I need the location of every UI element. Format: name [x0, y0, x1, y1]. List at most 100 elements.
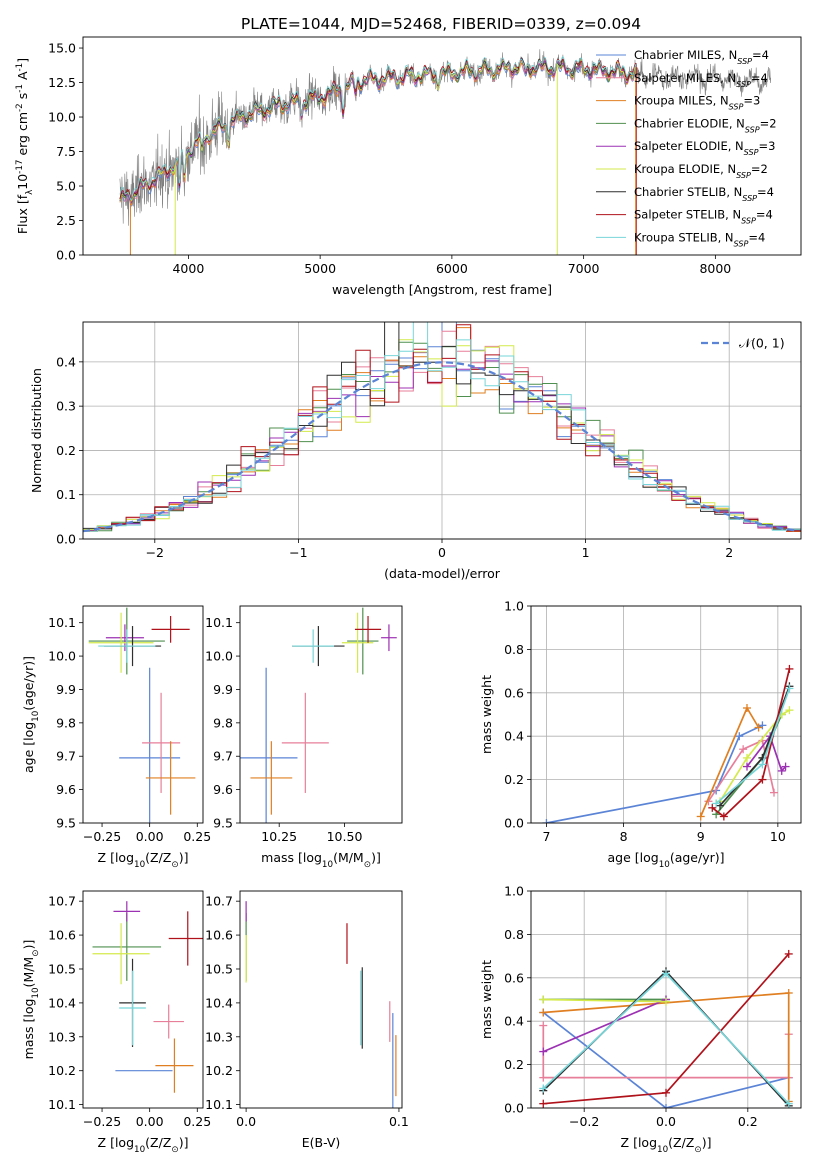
panel-residuals: −2 −1 0 1 2 0.0 0.1 0.2 0.3 0.4 (data-model)/error… — [29, 321, 802, 581]
legend-label-salpeter_miles: Salpeter MILES, NSSP=4 — [634, 71, 768, 89]
errorbar-kroupa_stelib — [292, 629, 335, 663]
y-tick-label: 10.0 — [48, 110, 76, 125]
x-axis-label: Z [log10(Z/Z⊙)] — [98, 850, 189, 870]
x-tick-label: 7 — [542, 829, 550, 844]
y-tick-label: 10.0 — [205, 649, 233, 664]
x-tick-label: 1 — [582, 545, 590, 560]
x-tick-label: −1 — [289, 545, 307, 560]
y-axis-label: Normed distribution — [29, 368, 44, 493]
x-axis-label: E(B-V) — [302, 1135, 341, 1150]
x-tick-label: 10 — [770, 829, 786, 844]
x-tick-label: 0.0 — [236, 1114, 256, 1129]
plot-area — [245, 901, 397, 1108]
x-tick-label: 0 — [438, 545, 446, 560]
axes: 0.0 0.1 10.1 10.2 10.3 10.4 10.5 10.6 10.7 E(B-V) — [205, 890, 409, 1150]
y-tick-label: 9.8 — [213, 715, 233, 730]
y-tick-label: 10.1 — [205, 615, 233, 630]
panel-age_vs_mass: 10.25 10.50 9.5 9.6 9.7 9.8 9.9 10.0 10.1 mass [l… — [205, 605, 403, 870]
y-tick-label: 10.6 — [48, 928, 76, 943]
legend-label-kroupa_elodie: Kroupa ELODIE, NSSP=2 — [634, 162, 768, 180]
x-axis-label: wavelength [Angstrom, rest frame] — [332, 282, 552, 297]
y-tick-label: 0.0 — [504, 1101, 524, 1116]
x-axis-label: Z [log10(Z/Z⊙)] — [98, 1135, 189, 1155]
axes-frame — [82, 36, 802, 256]
histogram-kroupa_stelib — [83, 322, 801, 532]
weight-marker-salpeter_stelib — [758, 775, 767, 784]
weight-marker-salpeter_miles — [539, 1021, 548, 1030]
y-tick-label: 10.1 — [48, 615, 76, 630]
y-tick-label: 10.7 — [205, 894, 233, 909]
y-axis-label: mass [log10(M/M⊙)] — [21, 940, 41, 1060]
x-tick-label: −0.25 — [83, 829, 121, 844]
normal-curve — [83, 361, 799, 533]
x-tick-label: 10.25 — [261, 829, 297, 844]
weight-marker-kroupa_elodie — [743, 753, 751, 762]
weight-marker-salpeter_stelib — [539, 1099, 548, 1108]
weight-marker-chabrier_miles — [542, 819, 551, 823]
axes-frame — [239, 890, 403, 1109]
y-tick-label: 0.4 — [504, 1014, 524, 1029]
y-tick-label: 9.5 — [213, 816, 233, 831]
x-tick-label: 6000 — [436, 261, 468, 276]
x-axis-label: age [log10(age/yr)] — [607, 850, 724, 870]
x-tick-label: −2 — [146, 545, 164, 560]
legend-label-kroupa_miles: Kroupa MILES, NSSP=3 — [634, 94, 760, 112]
x-axis-label: (data-model)/error — [384, 566, 501, 581]
errorbar-salpeter_miles — [281, 692, 329, 793]
y-tick-label: 10.3 — [48, 1029, 76, 1044]
y-tick-label: 10.6 — [205, 928, 233, 943]
errorbar-kroupa_miles — [250, 741, 293, 815]
axes: −0.2 0.0 0.2 0.0 0.2 0.4 0.6 0.8 1.0 Z [log10(Z/Z… — [479, 884, 802, 1155]
weight-marker-salpeter_elodie — [539, 1047, 548, 1056]
axes-frame — [82, 890, 204, 1109]
weight-marker-salpeter_stelib — [662, 1088, 670, 1097]
weight-marker-salpeter_stelib — [784, 949, 793, 958]
weight-marker-salpeter_miles — [539, 1073, 548, 1082]
axes: 7 8 9 10 0.0 0.2 0.4 0.6 0.8 1.0 age [log10(age/yr… — [479, 599, 802, 870]
weight-marker-kroupa_miles — [784, 988, 793, 997]
y-tick-label: 9.6 — [56, 782, 76, 797]
axes-frame — [239, 605, 403, 824]
x-tick-label: 0.25 — [183, 1114, 211, 1129]
x-tick-label: 0.00 — [136, 1114, 164, 1129]
plot-area — [119, 49, 771, 255]
plot-area — [92, 901, 203, 1093]
y-tick-label: 1.0 — [504, 884, 524, 899]
axes: 4000 5000 6000 7000 8000 0.0 2.5 5.0 7.5 10.0 12.5… — [15, 36, 802, 297]
weight-marker-kroupa_miles — [754, 723, 763, 732]
legend-label-salpeter_elodie: Salpeter ELODIE, NSSP=3 — [634, 139, 775, 157]
y-axis-label: Flux [fλ10-17 erg cm-2 s-1 A-1] — [15, 58, 35, 234]
y-tick-label: 9.7 — [213, 749, 233, 764]
y-tick-label: 0.1 — [56, 487, 76, 502]
x-axis-label: mass [log10(M/M⊙)] — [261, 850, 381, 870]
weight-marker-salpeter_stelib — [708, 803, 717, 812]
weight-marker-chabrier_miles — [735, 732, 744, 741]
axes: −0.25 0.00 0.25 10.1 10.2 10.3 10.4 10.5 10.6 10.… — [21, 890, 211, 1155]
x-tick-label: 0.0 — [656, 1114, 676, 1129]
weight-line-kroupa_elodie — [719, 709, 790, 802]
x-tick-label: 9 — [697, 829, 705, 844]
x-tick-label: 7000 — [568, 261, 600, 276]
plot-area — [542, 664, 794, 823]
y-tick-label: 0.2 — [504, 772, 524, 787]
y-tick-label: 0.4 — [504, 729, 524, 744]
x-axis-label: Z [log10(Z/Z⊙)] — [621, 1135, 712, 1155]
weight-marker-kroupa_stelib — [662, 969, 670, 978]
weight-line-kroupa_elodie — [543, 998, 667, 1003]
weight-marker-kroupa_stelib — [785, 684, 794, 693]
histogram-chabrier_stelib — [83, 322, 801, 530]
legend-label-salpeter_stelib: Salpeter STELIB, NSSP=4 — [634, 208, 773, 226]
y-tick-label: 0.2 — [56, 443, 76, 458]
x-tick-label: −0.2 — [569, 1114, 599, 1129]
weight-marker-kroupa_stelib — [758, 760, 767, 769]
weight-marker-kroupa_elodie — [539, 995, 548, 1004]
weight-line-salpeter_elodie — [746, 734, 787, 773]
plot-area — [240, 607, 397, 823]
y-tick-label: 0.3 — [56, 399, 76, 414]
y-tick-label: 15.0 — [48, 41, 76, 56]
y-tick-label: 10.1 — [205, 1097, 233, 1112]
y-tick-label: 1.0 — [504, 599, 524, 614]
errorbar-salpeter_elodie — [105, 624, 144, 652]
x-tick-label: 0.00 — [136, 829, 164, 844]
errorbar-salpeter_miles — [153, 1004, 184, 1039]
